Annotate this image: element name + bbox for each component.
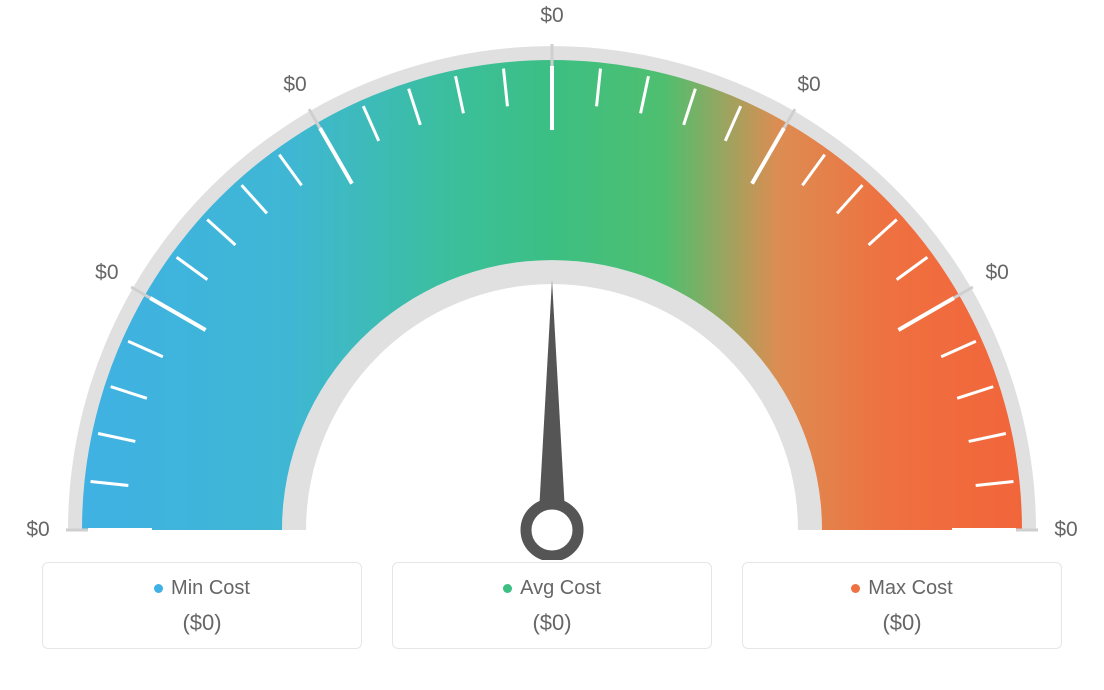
legend-label-text: Max Cost bbox=[868, 577, 952, 600]
legend-value-min: ($0) bbox=[53, 610, 351, 636]
legend-label-max: Max Cost bbox=[851, 577, 952, 600]
legend-card-min: Min Cost ($0) bbox=[42, 562, 362, 649]
legend-value-avg: ($0) bbox=[403, 610, 701, 636]
gauge-tick-label: $0 bbox=[283, 73, 306, 97]
dot-icon bbox=[154, 584, 163, 593]
dot-icon bbox=[503, 584, 512, 593]
gauge-tick-label: $0 bbox=[797, 73, 820, 97]
legend-card-max: Max Cost ($0) bbox=[742, 562, 1062, 649]
gauge-tick-label: $0 bbox=[985, 261, 1008, 285]
legend-label-min: Min Cost bbox=[154, 577, 250, 600]
dot-icon bbox=[851, 584, 860, 593]
cost-gauge: $0 $0 $0 $0 $0 $0 $0 bbox=[0, 0, 1104, 560]
gauge-tick-label: $0 bbox=[540, 4, 563, 28]
gauge-tick-label: $0 bbox=[26, 518, 49, 542]
legend-label-text: Min Cost bbox=[171, 577, 250, 600]
legend-label-text: Avg Cost bbox=[520, 577, 601, 600]
gauge-tick-label: $0 bbox=[1054, 518, 1077, 542]
gauge-tick-label: $0 bbox=[95, 261, 118, 285]
gauge-svg bbox=[0, 0, 1104, 560]
legend-label-avg: Avg Cost bbox=[503, 577, 601, 600]
legend-card-avg: Avg Cost ($0) bbox=[392, 562, 712, 649]
legend-row: Min Cost ($0) Avg Cost ($0) Max Cost ($0… bbox=[0, 562, 1104, 649]
legend-value-max: ($0) bbox=[753, 610, 1051, 636]
